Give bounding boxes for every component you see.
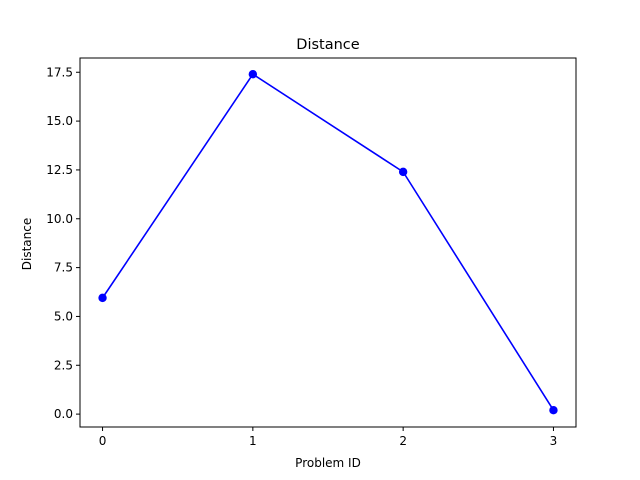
- y-tick-label: 5.0: [54, 309, 73, 323]
- x-axis-ticks: 0 1 2 3: [99, 427, 558, 448]
- chart-title: Distance: [296, 37, 359, 53]
- y-tick-label: 2.5: [54, 358, 73, 372]
- x-tick-label: 0: [99, 434, 107, 448]
- y-tick-label: 17.5: [46, 65, 73, 79]
- y-axis-ticks: 0.0 2.5 5.0 7.5 10.0 12.5 15.0 17.5: [46, 65, 80, 421]
- y-tick-label: 12.5: [46, 163, 73, 177]
- data-point: [398, 167, 408, 177]
- data-point: [98, 293, 107, 303]
- axes-frame: [79, 57, 577, 428]
- y-tick-label: 7.5: [54, 261, 73, 275]
- series-line: [101, 73, 555, 411]
- x-tick-label: 3: [550, 434, 558, 448]
- x-tick-label: 1: [249, 434, 257, 448]
- plot-area: [98, 70, 558, 415]
- data-point: [549, 406, 558, 415]
- data-point: [248, 70, 258, 79]
- x-tick-label: 2: [399, 434, 407, 448]
- y-tick-label: 0.0: [54, 407, 73, 421]
- y-tick-label: 15.0: [46, 114, 73, 128]
- x-axis-label: Problem ID: [295, 456, 361, 470]
- y-tick-label: 10.0: [46, 212, 73, 226]
- y-axis-label: Distance: [20, 218, 34, 270]
